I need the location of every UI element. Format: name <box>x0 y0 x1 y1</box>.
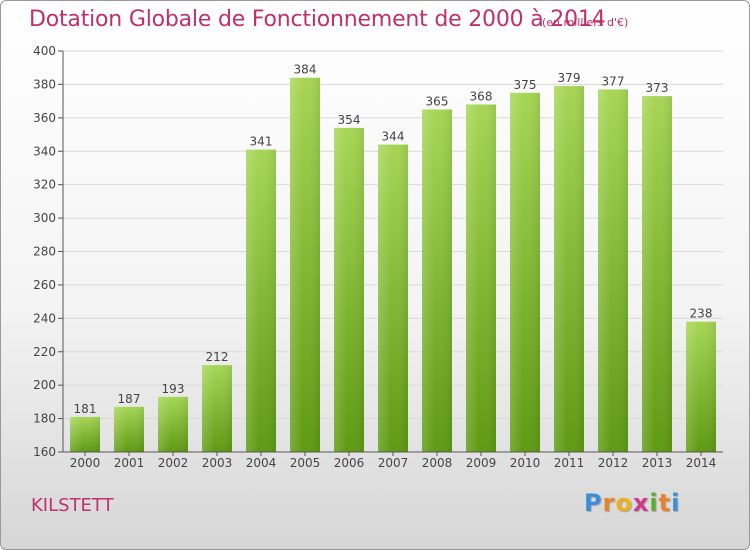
bar-shine <box>554 86 584 453</box>
town-name: KILSTETT <box>31 495 114 516</box>
bar-shine <box>202 365 232 452</box>
logo-letter: x <box>632 489 650 517</box>
bar-value-label: 212 <box>206 350 229 364</box>
bar-shine <box>642 96 672 453</box>
bar-shine <box>686 321 716 452</box>
logo-letter: i <box>671 489 681 517</box>
bar-value-label: 187 <box>118 392 141 406</box>
x-tick-label: 2013 <box>642 456 673 470</box>
bar-shine <box>466 104 496 452</box>
bar-shine <box>246 149 276 452</box>
y-tick-label: 320 <box>33 178 56 192</box>
y-tick-label: 160 <box>33 445 56 459</box>
x-tick-label: 2004 <box>246 456 277 470</box>
x-tick-label: 2007 <box>378 456 409 470</box>
y-tick-label: 380 <box>33 77 56 91</box>
bar-value-label: 193 <box>162 382 185 396</box>
logo-letter: o <box>615 489 633 517</box>
bar-value-label: 354 <box>338 113 361 127</box>
bar-shine <box>70 416 100 452</box>
logo-letter: P <box>584 489 603 517</box>
x-tick-label: 2002 <box>158 456 189 470</box>
x-tick-label: 2005 <box>290 456 321 470</box>
x-tick-label: 2009 <box>466 456 497 470</box>
bar-value-label: 379 <box>558 71 581 85</box>
proxiti-logo: Proxiti <box>584 489 680 517</box>
bar-value-label: 181 <box>74 402 97 416</box>
x-tick-label: 2011 <box>554 456 585 470</box>
y-tick-label: 300 <box>33 211 56 225</box>
bar-shine <box>378 144 408 453</box>
bar-shine <box>290 77 320 452</box>
y-tick-label: 280 <box>33 245 56 259</box>
logo-letter: r <box>602 489 616 517</box>
bar-value-label: 384 <box>294 63 317 77</box>
bar-shine <box>422 109 452 453</box>
y-tick-label: 240 <box>33 311 56 325</box>
bar-value-label: 365 <box>426 94 449 108</box>
bar-shine <box>334 127 364 452</box>
y-tick-label: 340 <box>33 144 56 158</box>
x-tick-label: 2012 <box>598 456 629 470</box>
x-tick-label: 2001 <box>114 456 145 470</box>
y-tick-label: 400 <box>33 44 56 58</box>
x-tick-label: 2000 <box>70 456 101 470</box>
bar-value-label: 377 <box>602 74 625 88</box>
y-tick-label: 200 <box>33 378 56 392</box>
bar-value-label: 375 <box>514 78 537 92</box>
y-tick-label: 360 <box>33 111 56 125</box>
x-tick-label: 2006 <box>334 456 365 470</box>
logo-letter: t <box>658 489 672 517</box>
x-tick-label: 2010 <box>510 456 541 470</box>
x-tick-label: 2008 <box>422 456 453 470</box>
chart-subtitle: (en milliers d'€) <box>542 16 629 29</box>
bar-shine <box>510 92 540 452</box>
x-tick-label: 2003 <box>202 456 233 470</box>
bar-value-label: 238 <box>690 307 713 321</box>
logo-letter: i <box>649 489 659 517</box>
chart-title: Dotation Globale de Fonctionnement de 20… <box>29 7 606 32</box>
x-tick-label: 2014 <box>686 456 717 470</box>
y-tick-label: 180 <box>33 412 56 426</box>
bar-shine <box>598 89 628 452</box>
y-tick-label: 220 <box>33 345 56 359</box>
bar-value-label: 344 <box>382 130 405 144</box>
bar-shine <box>158 396 188 452</box>
y-tick-label: 260 <box>33 278 56 292</box>
bar-value-label: 373 <box>646 81 669 95</box>
bar-shine <box>114 406 144 452</box>
bar-value-label: 368 <box>470 89 493 103</box>
bar-value-label: 341 <box>250 135 273 149</box>
